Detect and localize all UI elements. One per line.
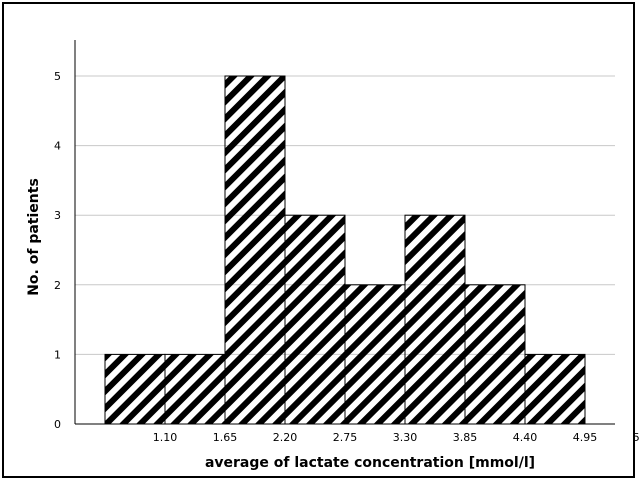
histogram-bar: [164, 353, 226, 425]
y-tick-label: 2: [54, 279, 61, 292]
x-tick-label: 5.50: [633, 431, 639, 444]
y-tick-label: 4: [54, 140, 61, 153]
histogram-bar: [464, 284, 526, 425]
x-tick-label: 4.95: [573, 431, 598, 444]
x-tick-label: 2.75: [333, 431, 358, 444]
histogram-bar: [344, 284, 406, 425]
x-tick-label: 2.20: [273, 431, 298, 444]
histogram-bar: [404, 214, 466, 425]
x-tick-label: 3.85: [453, 431, 478, 444]
histogram-bar: [104, 353, 166, 425]
x-tick-label: 4.40: [513, 431, 538, 444]
y-axis-title: No. of patients: [26, 178, 42, 296]
bars: [104, 75, 586, 425]
x-tick-labels: 1.10 1.65 2.20 2.75 3.30 3.85 4.40 4.95 5.50: [153, 431, 639, 444]
y-tick-label: 5: [54, 70, 61, 83]
histogram-bar: [284, 214, 346, 425]
y-tick-label: 0: [54, 418, 61, 431]
x-axis-title: average of lactate concentration [mmol/l…: [205, 455, 535, 471]
y-tick-labels: 0 1 2 3 4 5: [54, 70, 61, 431]
x-tick-label: 1.10: [153, 431, 178, 444]
x-tick-label: 1.65: [213, 431, 238, 444]
x-tick-label: 3.30: [393, 431, 418, 444]
histogram-bar: [224, 75, 286, 425]
y-tick-label: 3: [54, 209, 61, 222]
histogram-bar: [524, 353, 586, 425]
y-tick-label: 1: [54, 348, 61, 361]
